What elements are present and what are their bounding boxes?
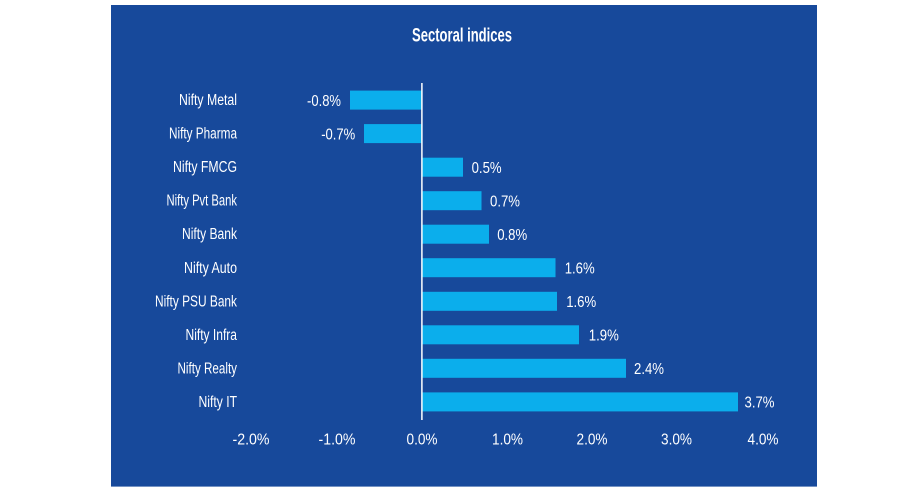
svg-text:0.8%: 0.8% bbox=[497, 227, 527, 244]
svg-text:Nifty Infra: Nifty Infra bbox=[186, 327, 238, 344]
svg-text:1.9%: 1.9% bbox=[589, 328, 619, 345]
svg-text:-0.7%: -0.7% bbox=[321, 126, 355, 143]
svg-text:1.6%: 1.6% bbox=[566, 294, 596, 311]
svg-text:-2.0%: -2.0% bbox=[233, 431, 270, 448]
svg-text:Sectoral indices: Sectoral indices bbox=[412, 26, 512, 47]
svg-text:1.0%: 1.0% bbox=[492, 431, 523, 448]
svg-text:Nifty Auto: Nifty Auto bbox=[184, 260, 237, 277]
svg-text:Nifty Pharma: Nifty Pharma bbox=[169, 126, 237, 143]
svg-text:0.0%: 0.0% bbox=[407, 431, 438, 448]
svg-text:0.5%: 0.5% bbox=[472, 160, 502, 177]
svg-text:Nifty PSU Bank: Nifty PSU Bank bbox=[155, 293, 237, 310]
svg-text:-1.0%: -1.0% bbox=[319, 431, 356, 448]
svg-text:3.7%: 3.7% bbox=[745, 395, 775, 412]
svg-text:Nifty Metal: Nifty Metal bbox=[179, 92, 237, 109]
svg-text:0.7%: 0.7% bbox=[490, 194, 520, 211]
svg-text:3.0%: 3.0% bbox=[661, 431, 692, 448]
svg-text:Nifty Realty: Nifty Realty bbox=[178, 360, 238, 377]
svg-text:4.0%: 4.0% bbox=[748, 431, 779, 448]
svg-text:2.0%: 2.0% bbox=[577, 431, 608, 448]
svg-text:-0.8%: -0.8% bbox=[307, 93, 341, 110]
svg-text:Nifty Pvt Bank: Nifty Pvt Bank bbox=[167, 193, 238, 210]
svg-text:1.6%: 1.6% bbox=[565, 261, 595, 278]
svg-text:Nifty Bank: Nifty Bank bbox=[182, 226, 237, 243]
svg-text:Nifty FMCG: Nifty FMCG bbox=[173, 159, 237, 176]
svg-text:2.4%: 2.4% bbox=[634, 361, 664, 378]
svg-text:Nifty IT: Nifty IT bbox=[199, 394, 238, 411]
